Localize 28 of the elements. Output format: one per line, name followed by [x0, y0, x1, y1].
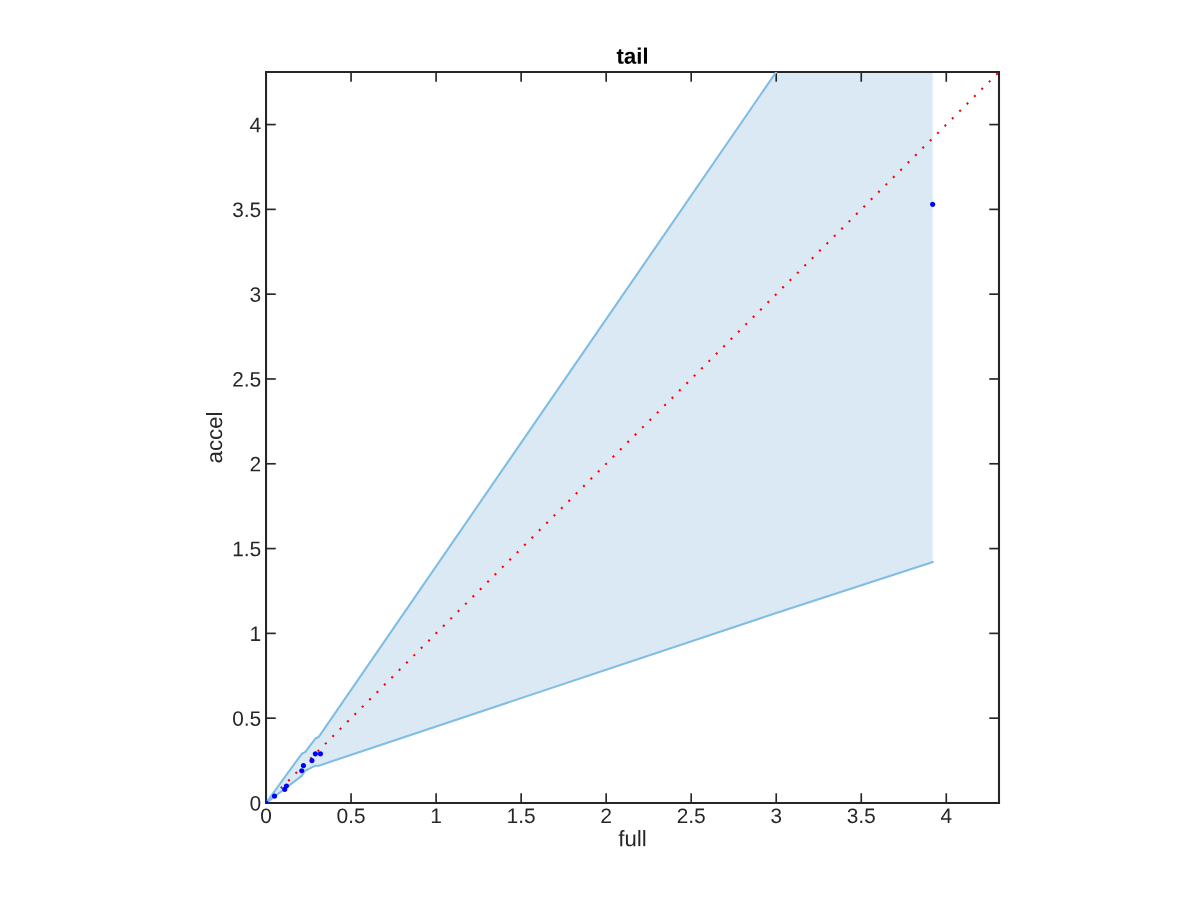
x-tick-label: 3.5 [847, 808, 875, 824]
y-tick-label: 0 [250, 795, 261, 811]
x-tick-label: 1.5 [508, 808, 535, 824]
y-tick-label: 3 [250, 287, 261, 302]
x-tick-label: 2.5 [677, 808, 705, 824]
x-tick-label: 0.5 [337, 808, 365, 824]
chart-title: tail [616, 47, 647, 64]
y-tick-label: 2 [250, 456, 261, 472]
y-tick-label: 0.5 [233, 711, 261, 726]
point [309, 757, 315, 764]
point [299, 768, 305, 774]
point [300, 763, 307, 769]
y-axis-title: accel [205, 413, 223, 463]
x-tick-label: 1 [431, 808, 441, 823]
point [312, 751, 318, 757]
point [271, 793, 278, 799]
point [930, 201, 936, 207]
y-tick-label: 2.5 [233, 371, 261, 387]
x-tick-label: 4 [940, 808, 952, 823]
x-axis-title: full [618, 830, 646, 847]
x-tick-label: 3 [771, 808, 782, 824]
y-tick-label: 1.5 [233, 541, 261, 557]
y-tick-label: 1 [251, 626, 261, 641]
x-tick-label: 0 [261, 808, 272, 824]
x-tick-label: 2 [601, 808, 611, 823]
point [317, 751, 324, 757]
y-tick-label: 4 [250, 117, 261, 133]
y-tick-label: 3.5 [233, 202, 261, 218]
